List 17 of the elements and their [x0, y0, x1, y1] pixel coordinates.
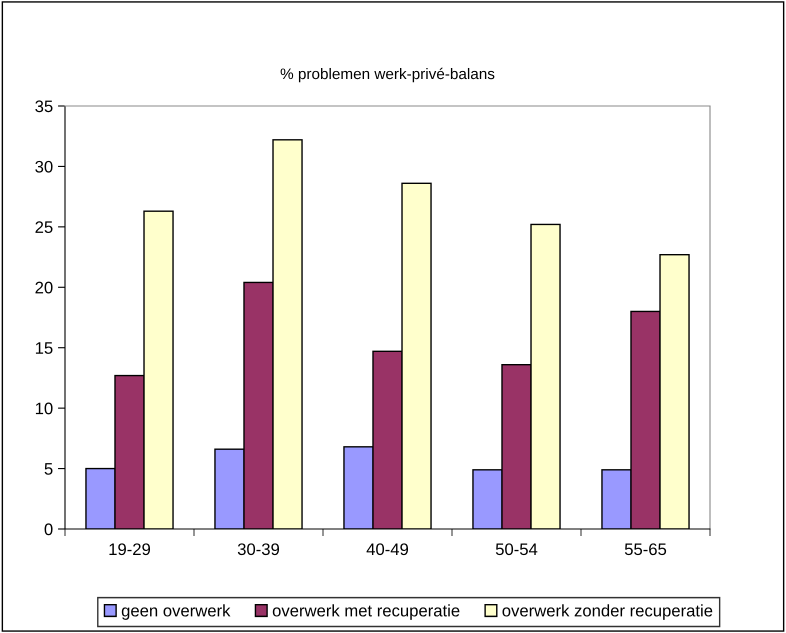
x-tick-label: 30-39 [238, 543, 280, 556]
x-tick-label: 50-54 [496, 543, 538, 556]
x-tick-label: 19-29 [109, 543, 150, 556]
x-tick-label: 55-65 [624, 543, 666, 556]
y-tick-label: 30 [35, 160, 53, 173]
y-tick-label: 25 [35, 221, 52, 234]
chart-title: % problemen werk-privé-balans [280, 68, 494, 82]
y-tick-label: 0 [44, 523, 53, 536]
x-tick-label: 40-49 [366, 543, 408, 556]
legend-label: overwerk met recuperatie [272, 604, 460, 620]
legend-label: geen overwerk [122, 604, 230, 620]
y-tick-label: 15 [36, 342, 52, 354]
legend-label: overwerk zonder recuperatie [502, 604, 712, 620]
y-tick-label: 35 [35, 100, 52, 112]
y-tick-label: 10 [36, 402, 53, 414]
y-tick-label: 20 [35, 282, 53, 294]
y-tick-label: 5 [44, 463, 52, 475]
